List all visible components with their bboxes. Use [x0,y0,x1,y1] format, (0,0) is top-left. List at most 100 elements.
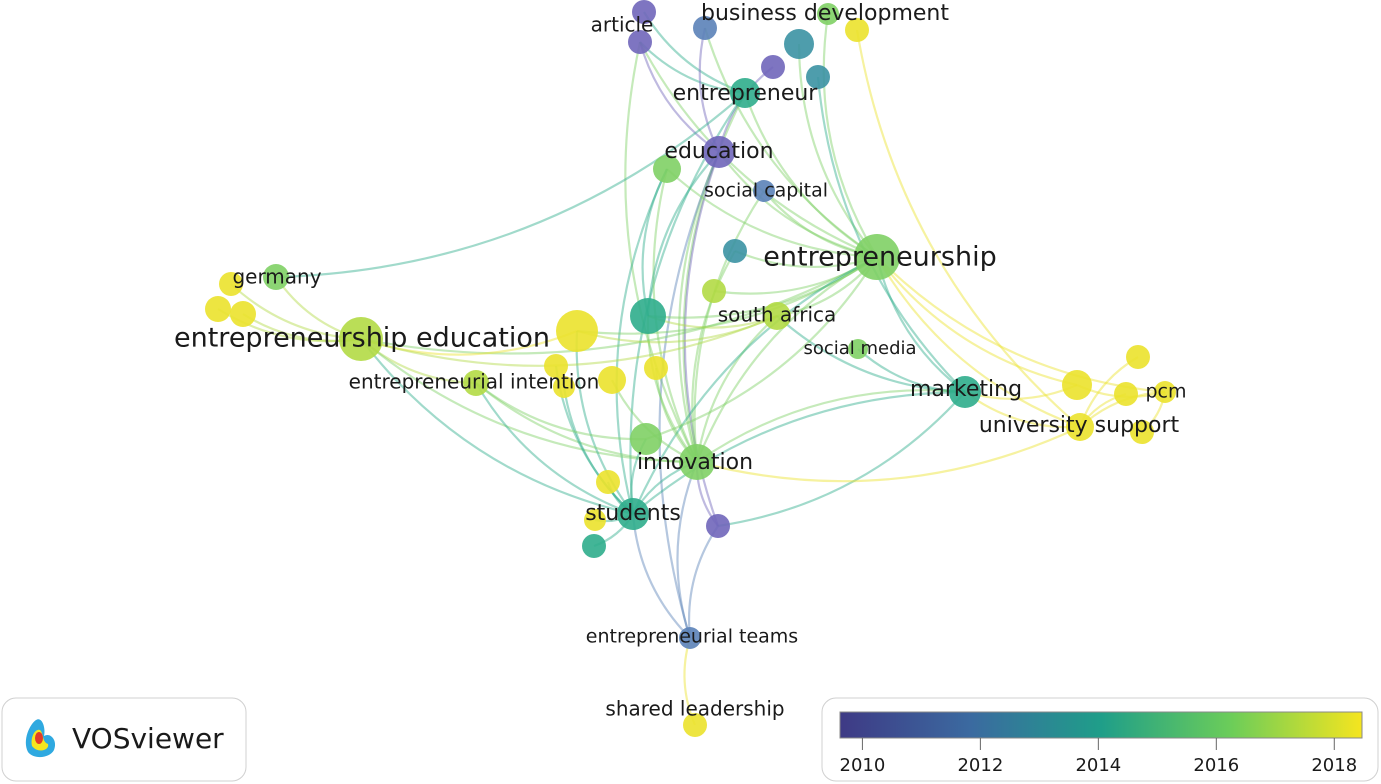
edge [632,390,966,515]
edge [776,315,966,394]
node [949,376,981,408]
colorbar-tick-label: 2010 [840,755,886,776]
node [263,264,289,290]
node [556,310,598,352]
node-label: university support [979,413,1180,438]
edge [666,168,878,259]
edge [575,330,634,515]
node [702,279,726,303]
node [632,0,656,24]
node [763,302,791,330]
logo-frame [1,697,247,782]
colorbar-tick-label: 2014 [1075,755,1121,776]
node [628,30,652,54]
edge [876,256,1081,429]
edge [687,525,719,639]
node [230,301,256,327]
edge [676,461,699,639]
node [644,356,668,380]
edge [717,391,966,528]
node [703,136,735,168]
edge [624,41,698,463]
edge [646,151,720,317]
edge [703,27,878,258]
colorbar-tick-label: 2018 [1311,755,1357,776]
edge [645,256,878,441]
node [848,339,868,359]
nodes [205,0,1176,737]
node-label: pcm [1145,381,1186,403]
edge [576,314,778,344]
node [1114,382,1138,406]
edge [646,315,698,463]
edge [695,256,878,463]
node [761,55,785,79]
node-label: entrepreneur [673,81,819,106]
node-label: shared leadership [605,697,784,721]
node [683,713,707,737]
edge [631,256,878,515]
edge [743,92,878,258]
node-label: article [591,13,654,37]
edge [360,338,634,516]
edge [797,43,878,258]
node [339,317,383,361]
edge [718,151,878,259]
edge [696,426,1081,483]
node-label: entrepreneurial intention [349,370,600,394]
colorbar-tick-label: 2012 [957,755,1003,776]
node [693,16,717,40]
node [617,498,649,530]
node-label: entrepreneurship education [174,323,550,354]
node [723,239,747,263]
node [584,509,606,531]
node-label: social capital [704,180,828,202]
edge [631,513,691,639]
node [219,272,243,296]
node [679,444,715,480]
edge [696,389,966,463]
node-label: marketing [910,377,1022,402]
edge [677,151,721,463]
node-label: south africa [718,303,837,327]
node [205,296,231,322]
node [784,29,814,59]
node [598,366,626,394]
node-label: social media [803,338,916,359]
edge [576,256,878,335]
edge [615,168,668,515]
edge [855,29,1081,428]
node [817,3,839,25]
edge [658,151,721,639]
node [845,18,869,42]
edge [475,382,647,441]
node-label: business development [701,1,949,26]
edge [876,256,1078,387]
edge [643,11,746,95]
node [463,370,489,396]
edge [639,41,878,259]
node-label: entrepreneurship [763,242,996,273]
labels: article business development entrepreneur e… [174,1,1187,721]
edge [822,13,878,258]
edges [217,11,1167,726]
node [582,534,606,558]
edge [360,338,698,464]
edge [275,92,746,279]
node [1130,420,1154,444]
node [1154,381,1176,403]
node [679,627,701,649]
node [854,234,900,280]
colorbar: 2010 2012 2014 2016 2018 [821,697,1379,782]
node-label: education [664,139,773,164]
logo-text: VOSviewer [72,722,224,755]
edge [475,382,634,516]
node-label: germany [232,265,321,289]
node-label: entrepreneurial teams [586,626,798,648]
edge [360,314,778,367]
edge [876,256,1166,394]
node-label: students [585,501,681,526]
node [1126,345,1150,369]
colorbar-gradient [839,711,1363,739]
